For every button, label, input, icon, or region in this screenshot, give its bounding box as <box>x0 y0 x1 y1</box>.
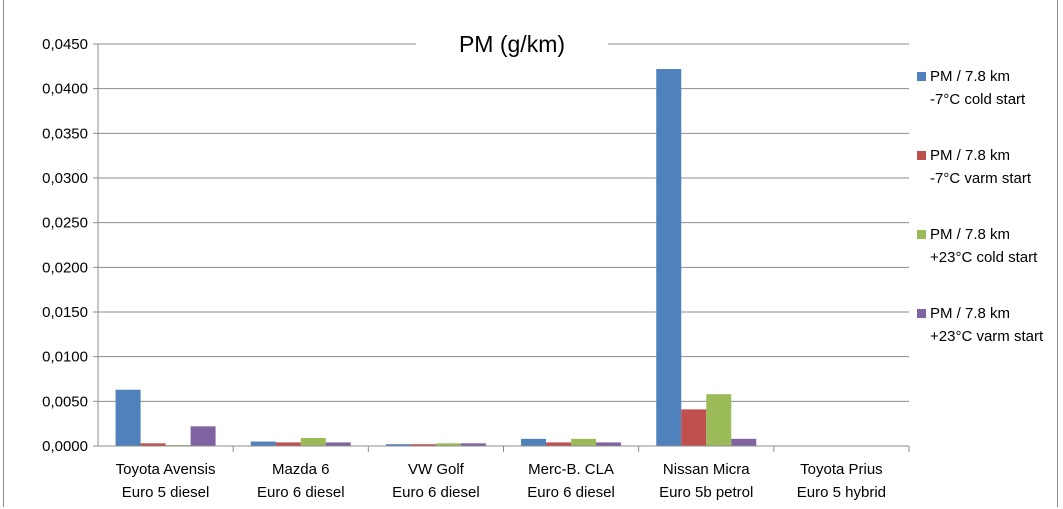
bar <box>571 438 597 446</box>
bar <box>706 394 732 446</box>
legend-label: PM / 7.8 km <box>930 68 1010 85</box>
bar <box>656 69 682 446</box>
y-tick-label: 0,0100 <box>42 349 88 366</box>
bar <box>521 438 547 446</box>
y-tick-label: 0,0300 <box>42 170 88 187</box>
bar <box>140 443 166 446</box>
legend-swatch <box>917 230 926 239</box>
legend-label: PM / 7.8 km <box>930 305 1010 322</box>
bar <box>460 443 486 446</box>
bar <box>596 442 622 446</box>
title-background <box>416 26 608 60</box>
x-category-label: Merc-B. CLA <box>528 461 614 478</box>
x-category-label: Euro 6 diesel <box>257 484 345 501</box>
y-tick-label: 0,0000 <box>42 438 88 455</box>
gridlines <box>93 43 909 447</box>
legend-swatch <box>917 309 926 318</box>
legend-label: +23°C cold start <box>930 249 1038 266</box>
bar <box>325 442 351 446</box>
x-category-label: Euro 5b petrol <box>659 484 753 501</box>
legend-label: -7°C cold start <box>930 91 1026 108</box>
pm-bar-chart: 0,0000 0,0050 0,0100 0,0150 0,0200 0,0250 0,03… <box>42 26 1044 501</box>
axes <box>97 44 910 452</box>
bars <box>115 69 757 446</box>
x-category-label: Euro 5 hybrid <box>797 484 886 501</box>
x-category-label: Toyota Prius <box>800 461 883 478</box>
x-category-label: Toyota Avensis <box>116 461 216 478</box>
x-category-label: Euro 5 diesel <box>122 484 210 501</box>
bar <box>546 442 572 446</box>
legend-swatch <box>917 151 926 160</box>
bar <box>190 426 216 446</box>
legend-label: +23°C varm start <box>930 328 1044 345</box>
y-tick-label: 0,0400 <box>42 81 88 98</box>
x-category-label: Euro 6 diesel <box>392 484 480 501</box>
legend-swatch <box>917 72 926 81</box>
x-category-label: Mazda 6 <box>272 461 330 478</box>
y-tick-label: 0,0150 <box>42 304 88 321</box>
bar <box>250 441 276 446</box>
y-tick-label: 0,0050 <box>42 393 88 410</box>
legend: PM / 7.8 km -7°C cold start PM / 7.8 km -7°… <box>917 68 1044 345</box>
chart-frame: 0,0000 0,0050 0,0100 0,0150 0,0200 0,0250 0,03… <box>3 0 1058 507</box>
y-tick-label: 0,0350 <box>42 125 88 142</box>
x-category-label: VW Golf <box>408 461 465 478</box>
bar <box>410 444 436 446</box>
y-tick-labels: 0,0000 0,0050 0,0100 0,0150 0,0200 0,0250 0,03… <box>42 36 88 455</box>
title-group: PM (g/km) <box>416 26 608 60</box>
bar <box>275 442 301 446</box>
x-category-label: Nissan Micra <box>663 461 750 478</box>
bar <box>681 409 707 446</box>
bar <box>385 444 411 446</box>
x-category-labels: Toyota Avensis Euro 5 diesel Mazda 6 Euro 6… <box>116 461 886 501</box>
bar <box>731 438 757 446</box>
legend-label: PM / 7.8 km <box>930 226 1010 243</box>
y-tick-label: 0,0250 <box>42 215 88 232</box>
bar <box>435 443 461 446</box>
legend-label: PM / 7.8 km <box>930 147 1010 164</box>
y-tick-label: 0,0200 <box>42 259 88 276</box>
chart-title: PM (g/km) <box>459 31 565 57</box>
bar <box>115 389 141 446</box>
x-category-label: Euro 6 diesel <box>527 484 615 501</box>
y-tick-label: 0,0450 <box>42 36 88 53</box>
legend-label: -7°C varm start <box>930 170 1032 187</box>
bar <box>300 437 326 446</box>
